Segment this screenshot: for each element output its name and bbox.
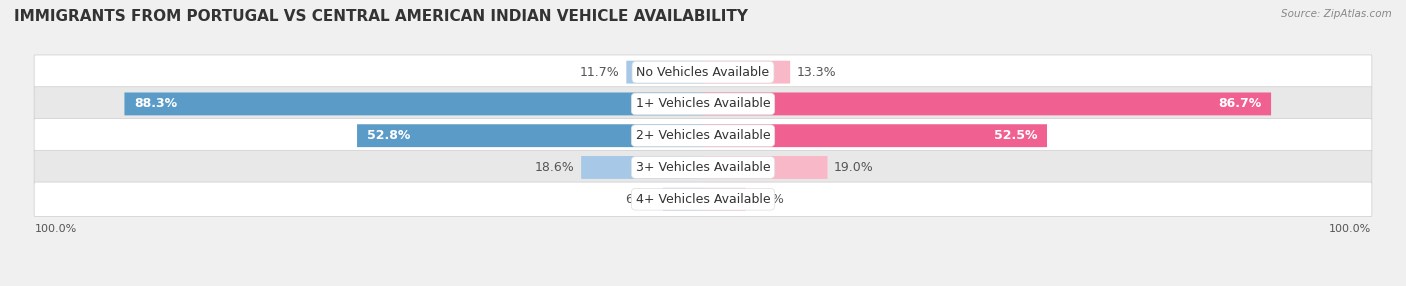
Text: 52.8%: 52.8%: [367, 129, 411, 142]
FancyBboxPatch shape: [664, 188, 703, 211]
Text: 2+ Vehicles Available: 2+ Vehicles Available: [636, 129, 770, 142]
FancyBboxPatch shape: [34, 182, 1372, 217]
FancyBboxPatch shape: [703, 124, 1047, 147]
Text: 19.0%: 19.0%: [834, 161, 873, 174]
FancyBboxPatch shape: [125, 92, 703, 115]
FancyBboxPatch shape: [703, 61, 790, 84]
FancyBboxPatch shape: [34, 55, 1372, 89]
Text: 100.0%: 100.0%: [1329, 224, 1371, 234]
FancyBboxPatch shape: [626, 61, 703, 84]
FancyBboxPatch shape: [581, 156, 703, 179]
Text: 6.5%: 6.5%: [752, 193, 785, 206]
FancyBboxPatch shape: [34, 87, 1372, 121]
Text: 18.6%: 18.6%: [534, 161, 575, 174]
FancyBboxPatch shape: [357, 124, 703, 147]
Text: 11.7%: 11.7%: [581, 65, 620, 79]
Text: 88.3%: 88.3%: [134, 98, 177, 110]
Text: 13.3%: 13.3%: [797, 65, 837, 79]
Text: 1+ Vehicles Available: 1+ Vehicles Available: [636, 98, 770, 110]
Text: 100.0%: 100.0%: [35, 224, 77, 234]
FancyBboxPatch shape: [703, 92, 1271, 115]
Text: 86.7%: 86.7%: [1218, 98, 1261, 110]
Text: 3+ Vehicles Available: 3+ Vehicles Available: [636, 161, 770, 174]
Text: 4+ Vehicles Available: 4+ Vehicles Available: [636, 193, 770, 206]
Text: Source: ZipAtlas.com: Source: ZipAtlas.com: [1281, 9, 1392, 19]
Text: 6.1%: 6.1%: [624, 193, 657, 206]
FancyBboxPatch shape: [703, 188, 745, 211]
Text: No Vehicles Available: No Vehicles Available: [637, 65, 769, 79]
FancyBboxPatch shape: [34, 150, 1372, 185]
FancyBboxPatch shape: [703, 156, 828, 179]
FancyBboxPatch shape: [34, 118, 1372, 153]
Text: IMMIGRANTS FROM PORTUGAL VS CENTRAL AMERICAN INDIAN VEHICLE AVAILABILITY: IMMIGRANTS FROM PORTUGAL VS CENTRAL AMER…: [14, 9, 748, 23]
Legend: Immigrants from Portugal, Central American Indian: Immigrants from Portugal, Central Americ…: [522, 284, 884, 286]
Text: 52.5%: 52.5%: [994, 129, 1038, 142]
